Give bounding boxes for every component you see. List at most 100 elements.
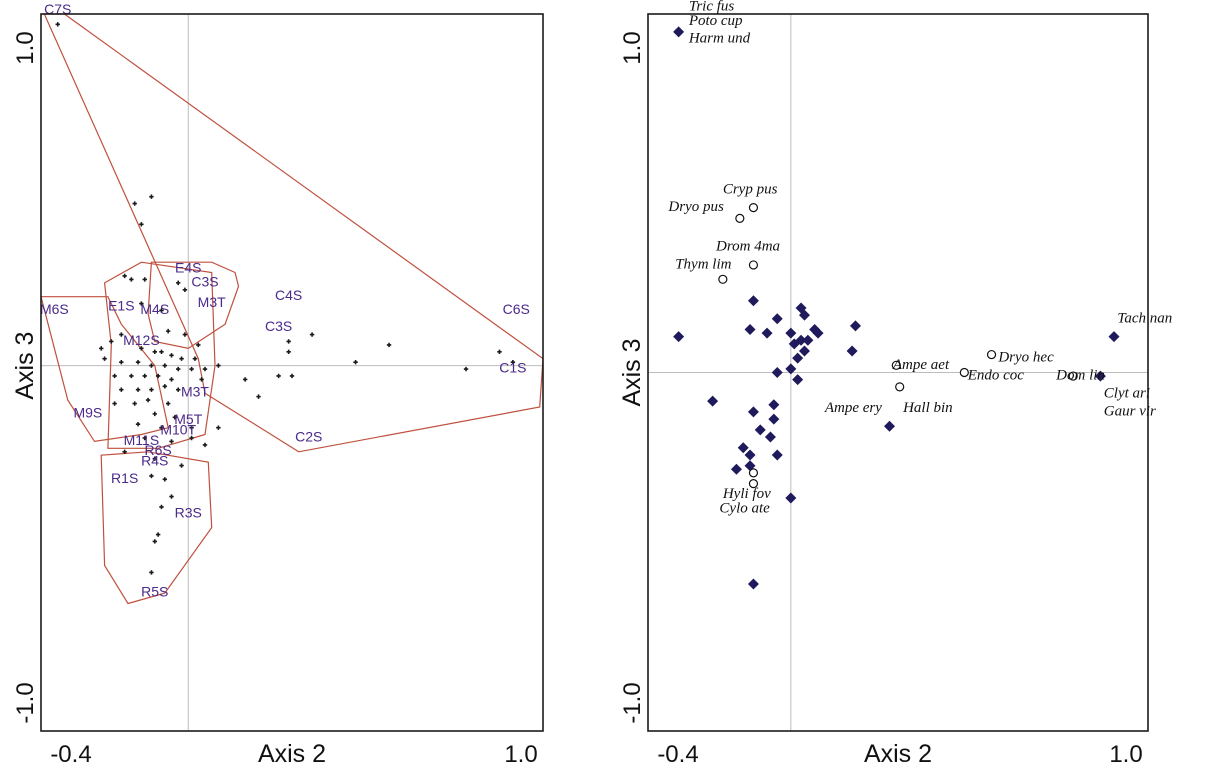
species-diamond — [747, 406, 759, 418]
species-diamond — [744, 449, 756, 461]
species-diamond — [707, 395, 719, 407]
y-tick-label: -1.0 — [619, 682, 646, 723]
species-circle — [986, 349, 997, 360]
sample-point — [99, 346, 104, 351]
sample-point — [192, 356, 198, 361]
sample-point — [286, 339, 291, 344]
sample-point — [242, 377, 248, 382]
species-circle — [748, 260, 759, 270]
sample-point — [152, 411, 157, 417]
sample-point — [122, 273, 127, 279]
sample-point — [289, 373, 295, 379]
sample-point — [169, 353, 174, 358]
species-diamond — [1094, 370, 1106, 382]
x-tick-label: 1.0 — [1109, 741, 1142, 768]
species-label: Dom lin — [1055, 368, 1105, 384]
sample-point — [199, 377, 204, 382]
species-diamond — [771, 449, 783, 461]
sample-point — [162, 477, 168, 482]
sample-point — [159, 504, 164, 510]
sample-point — [182, 287, 188, 292]
species-label: Clyt ari — [1104, 386, 1150, 402]
species-label: Ampe ery — [824, 400, 882, 416]
sample-point — [149, 387, 154, 392]
species-label: Tric fus — [689, 0, 735, 14]
species-label: Cryp pus — [723, 181, 778, 197]
sample-point — [216, 425, 221, 430]
sample-point — [139, 346, 144, 351]
species-diamond — [754, 424, 766, 436]
species-diamond — [1108, 331, 1120, 343]
sample-point — [176, 366, 181, 372]
sample-point — [132, 201, 137, 206]
sample-point — [189, 435, 194, 441]
sample-point — [353, 359, 358, 365]
x-axis-label: Axis 2 — [258, 740, 326, 768]
species-diamond — [771, 313, 783, 325]
site-label: R4S — [141, 453, 168, 469]
species-diamond — [802, 334, 814, 346]
y-axis-label: Axis 3 — [11, 332, 39, 400]
sample-point — [159, 308, 164, 313]
species-diamond — [798, 345, 810, 357]
species-diamond — [673, 26, 685, 38]
sample-point — [152, 456, 157, 461]
species-circle — [895, 382, 905, 392]
site-label: C1S — [499, 360, 526, 376]
species-circle — [718, 274, 728, 284]
group-hull — [43, 13, 544, 453]
species-label: Ampe aet — [892, 357, 950, 373]
species-label: Drom 4ma — [715, 239, 780, 255]
species-diamond — [846, 345, 858, 357]
species-label: Tach nan — [1117, 310, 1172, 326]
sample-point — [129, 373, 134, 379]
species-circle — [748, 202, 759, 213]
species-label: Thym lim — [675, 257, 731, 273]
sample-point — [109, 339, 114, 344]
site-label: M6S — [40, 301, 69, 317]
sample-point — [386, 342, 392, 348]
sample-point — [142, 373, 147, 379]
site-label: C3S — [265, 318, 292, 334]
sample-point — [202, 366, 208, 372]
site-label: R3S — [175, 504, 202, 520]
site-label: M10T — [160, 422, 196, 438]
y-axis-label: Axis 3 — [618, 338, 646, 406]
sample-point — [216, 363, 221, 368]
species-circle — [1068, 371, 1078, 381]
sample-point — [510, 359, 516, 365]
sample-point — [129, 277, 134, 282]
sample-point — [179, 356, 184, 361]
group-hull — [103, 261, 216, 449]
species-label: Endo coc — [967, 368, 1025, 384]
sample-point — [182, 332, 188, 337]
site-label: C2S — [295, 428, 322, 444]
sample-point — [169, 439, 174, 444]
species-diamond — [737, 442, 749, 454]
site-label: E1S — [108, 297, 134, 313]
sample-point — [179, 463, 184, 468]
species-diamond — [883, 420, 895, 432]
sample-point — [276, 373, 281, 379]
species-diamond — [785, 327, 797, 339]
sample-point — [112, 401, 117, 406]
species-circle — [735, 213, 745, 223]
sample-point — [142, 435, 147, 441]
x-axis-label: Axis 2 — [864, 740, 932, 768]
sample-point — [497, 349, 502, 355]
site-label: R1S — [111, 470, 138, 486]
site-label: C7S — [44, 1, 71, 17]
y-tick-label: 1.0 — [12, 31, 39, 64]
site-label: M5T — [174, 411, 202, 427]
sample-point — [155, 373, 161, 379]
plot-frame — [40, 13, 544, 732]
site-label: C6S — [503, 301, 530, 317]
sample-point — [132, 401, 137, 406]
species-diamond — [792, 352, 804, 364]
site-label: M4S — [140, 301, 169, 317]
sample-point — [165, 401, 171, 406]
species-circle — [748, 479, 759, 489]
sample-point — [102, 356, 107, 361]
